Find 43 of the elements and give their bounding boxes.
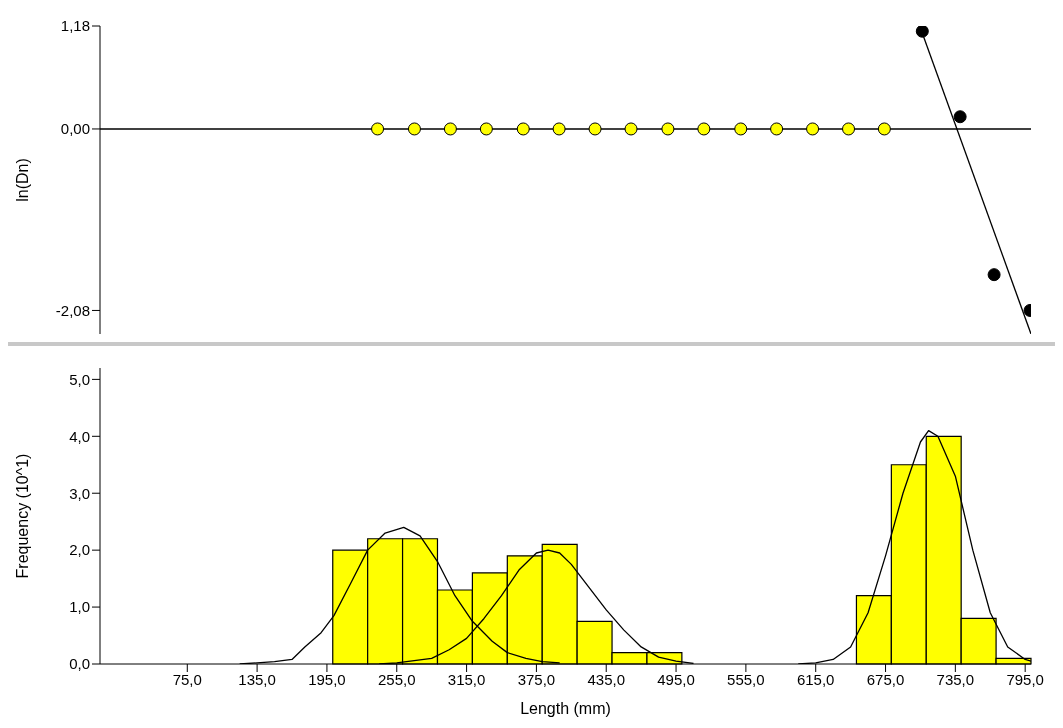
point (661, 122, 675, 136)
x-tick-label: 435,0 (587, 670, 625, 688)
point (987, 268, 1001, 282)
x-tick-label: 195,0 (308, 670, 346, 688)
x-tick-label: 675,0 (866, 670, 905, 688)
point (877, 122, 891, 136)
y-tick-label: 1,18 (60, 17, 90, 35)
x-tick-label: 795,0 (1006, 670, 1044, 688)
x-tick-label: 315,0 (447, 670, 486, 688)
point (915, 26, 929, 38)
point (697, 122, 711, 136)
x-axis-title: Length (mm) (520, 700, 611, 717)
x-tick-label: 75,0 (172, 670, 202, 688)
y-tick-label: 2,0 (69, 541, 90, 559)
point (552, 122, 566, 136)
y-axis-title: ln(Dn) (13, 158, 31, 202)
point (407, 122, 421, 136)
point (806, 122, 820, 136)
y-tick-label: 0,0 (69, 655, 90, 673)
x-tick-label: 375,0 (517, 670, 556, 688)
point (588, 122, 602, 136)
x-tick-label: 135,0 (238, 670, 276, 688)
y-axis-title: Frequency (10^1) (13, 453, 31, 579)
point (842, 122, 856, 136)
point (624, 122, 638, 136)
point (479, 122, 493, 136)
x-tick-label: 495,0 (657, 670, 695, 688)
x-tick-label: 735,0 (936, 670, 975, 688)
y-tick-label: 5,0 (69, 370, 90, 388)
y-tick-label: -2,08 (55, 301, 90, 319)
y-tick-label: 4,0 (69, 427, 90, 445)
point (770, 122, 784, 136)
point (734, 122, 748, 136)
x-tick-label: 555,0 (727, 670, 765, 688)
x-tick-label: 255,0 (377, 670, 416, 688)
point (371, 122, 385, 136)
point (953, 110, 967, 124)
point (443, 122, 457, 136)
x-tick-label: 615,0 (796, 670, 835, 688)
y-tick-label: 0,00 (60, 120, 90, 138)
point (516, 122, 530, 136)
y-tick-label: 1,0 (69, 598, 90, 616)
y-tick-label: 3,0 (69, 484, 90, 502)
